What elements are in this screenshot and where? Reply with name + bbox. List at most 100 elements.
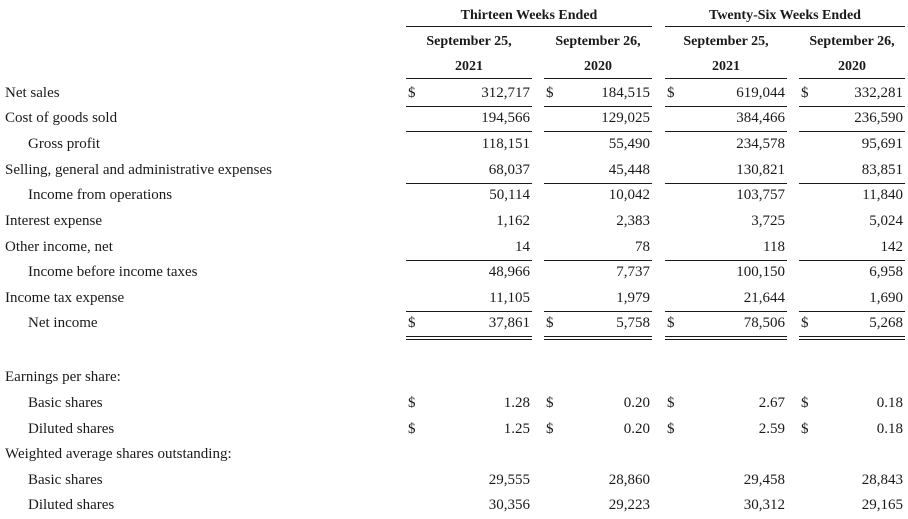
column-header-year: 2021 <box>712 59 740 74</box>
table-cell: 236,590 <box>799 108 905 132</box>
cell-value: 29,458 <box>743 472 785 488</box>
currency-symbol: $ <box>546 395 554 411</box>
table-cell: 29,555 <box>406 470 532 494</box>
cell-value: 2,383 <box>616 213 650 229</box>
group-title-twenty-six-weeks: Twenty-Six Weeks Ended <box>665 6 905 27</box>
row-label: Gross profit <box>28 136 101 152</box>
table-cell: 11,105 <box>406 288 532 312</box>
column-header-date: September 25, <box>683 34 769 49</box>
table-cell: $1.28 <box>406 393 532 417</box>
currency-symbol: $ <box>408 421 416 437</box>
table-cell: $184,515 <box>544 83 652 107</box>
table-cell: 45,448 <box>544 160 652 184</box>
subtotal-rule <box>406 131 532 132</box>
table-cell: 14 <box>406 237 532 261</box>
column-header-year: 2020 <box>584 59 612 74</box>
table-row: Net income $37,861 $5,758 $78,506 $5,268 <box>0 313 908 340</box>
subtotal-rule <box>544 131 652 132</box>
table-row: Other income, net 14 78 118 142 <box>0 237 908 261</box>
cell-value: 142 <box>880 239 904 255</box>
cell-value: 29,555 <box>488 472 530 488</box>
column-header-26w-2021: September 25, 2021 <box>665 34 787 78</box>
table-cell: 28,843 <box>799 470 905 494</box>
column-header-13w-2021: September 25, 2021 <box>406 34 532 78</box>
table-cell: 234,578 <box>665 134 787 158</box>
table-cell: $312,717 <box>406 83 532 107</box>
cell-value: 312,717 <box>481 85 530 101</box>
table-cell: $0.18 <box>799 393 905 417</box>
cell-value: 6,958 <box>869 264 903 280</box>
table-cell: 30,356 <box>406 495 532 519</box>
table-cell: 194,566 <box>406 108 532 132</box>
table-cell: $619,044 <box>665 83 787 107</box>
cell-value: 1,690 <box>869 290 903 306</box>
column-header-year: 2021 <box>455 59 483 74</box>
table-cell: 142 <box>799 237 905 261</box>
table-cell: 29,458 <box>665 470 787 494</box>
table-cell: 55,490 <box>544 134 652 158</box>
cell-value: 68,037 <box>488 162 530 178</box>
cell-value: 78 <box>635 239 650 255</box>
currency-symbol: $ <box>801 395 809 411</box>
cell-value: 1.25 <box>503 421 530 437</box>
table-cell: 5,024 <box>799 211 905 235</box>
cell-value: 236,590 <box>854 110 903 126</box>
cell-value: 10,042 <box>608 187 650 203</box>
header-rule <box>406 78 532 79</box>
row-label: Income from operations <box>28 187 173 203</box>
subtotal-rule <box>544 260 652 261</box>
table-cell: $2.67 <box>665 393 787 417</box>
column-header-year: 2020 <box>838 59 866 74</box>
subtotal-rule <box>665 260 787 261</box>
header-rule <box>665 78 787 79</box>
table-cell: 3,725 <box>665 211 787 235</box>
row-label: Weighted average shares outstanding: <box>5 446 232 462</box>
table-row: Gross profit 118,151 55,490 234,578 95,691 <box>0 134 908 158</box>
table-cell: 6,958 <box>799 262 905 286</box>
cell-value: 48,966 <box>488 264 530 280</box>
row-label: Cost of goods sold <box>5 110 118 126</box>
table-row: Weighted average shares outstanding: <box>0 444 908 468</box>
table-cell: 29,223 <box>544 495 652 519</box>
cell-value: 0.18 <box>876 421 903 437</box>
table-row: Earnings per share: <box>0 367 908 391</box>
table-row: Income before income taxes 48,966 7,737 100… <box>0 262 908 286</box>
subtotal-rule <box>799 311 905 312</box>
currency-symbol: $ <box>801 421 809 437</box>
cell-value: 194,566 <box>481 110 530 126</box>
currency-symbol: $ <box>667 85 675 101</box>
subtotal-rule <box>406 183 532 184</box>
table-cell: 30,312 <box>665 495 787 519</box>
subtotal-rule <box>544 183 652 184</box>
table-cell: 29,165 <box>799 495 905 519</box>
table-cell: 384,466 <box>665 108 787 132</box>
cell-value: 103,757 <box>736 187 785 203</box>
subtotal-rule <box>799 106 905 107</box>
table-cell: 2,383 <box>544 211 652 235</box>
cell-value: 129,025 <box>601 110 650 126</box>
total-double-rule <box>799 336 905 340</box>
total-double-rule <box>406 336 532 340</box>
table-cell: $1.25 <box>406 419 532 443</box>
table-cell: $5,268 <box>799 313 905 337</box>
column-header-date: September 25, <box>426 34 512 49</box>
subtotal-rule <box>799 260 905 261</box>
table-row: Basic shares $1.28 $0.20 $2.67 $0.18 <box>0 393 908 417</box>
row-label: Income before income taxes <box>28 264 198 280</box>
subtotal-rule <box>544 311 652 312</box>
header-rule <box>544 78 652 79</box>
cell-value: 5,024 <box>869 213 903 229</box>
cell-value: 1.28 <box>503 395 530 411</box>
cell-value: 1,162 <box>496 213 530 229</box>
table-cell: 7,737 <box>544 262 652 286</box>
subtotal-rule <box>406 106 532 107</box>
column-header-26w-2020: September 26, 2020 <box>799 34 905 78</box>
cell-value: 130,821 <box>736 162 785 178</box>
currency-symbol: $ <box>546 85 554 101</box>
cell-value: 78,506 <box>743 315 785 331</box>
table-cell: $5,758 <box>544 313 652 337</box>
table-cell: 83,851 <box>799 160 905 184</box>
row-label: Diluted shares <box>28 421 115 437</box>
currency-symbol: $ <box>408 395 416 411</box>
cell-value: 95,691 <box>861 136 903 152</box>
